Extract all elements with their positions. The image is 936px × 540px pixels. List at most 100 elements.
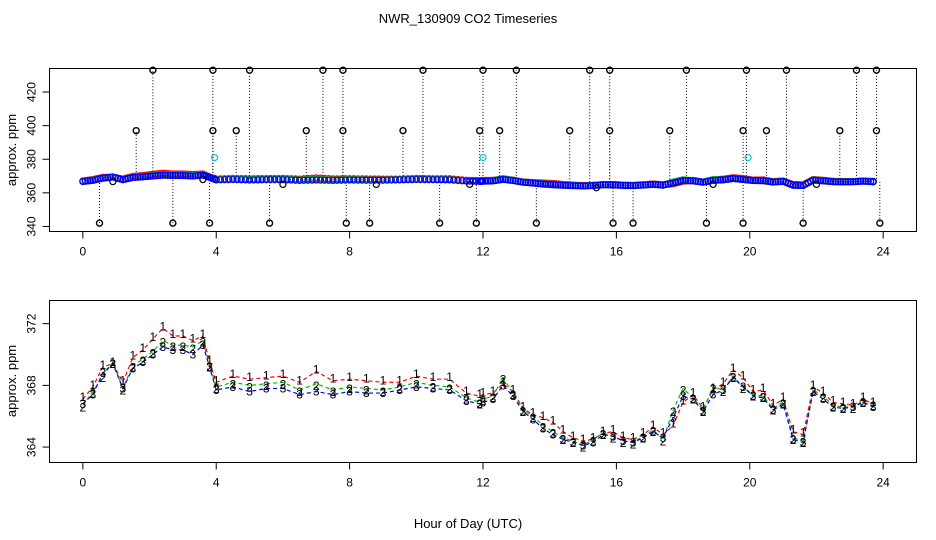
top-point-3 — [759, 177, 767, 185]
top-point-3 — [817, 177, 825, 185]
top-point-3 — [270, 176, 279, 184]
series-point-2: 2 — [720, 385, 727, 399]
top-point-3 — [749, 176, 757, 185]
top-point-3 — [604, 181, 612, 189]
series-point-2: 2 — [700, 405, 707, 419]
series-point-3: 3 — [700, 405, 707, 419]
top-point-3 — [849, 178, 857, 186]
top-point-3 — [599, 181, 607, 189]
top-point-3 — [752, 177, 760, 185]
top-point-3 — [86, 177, 94, 185]
series-point-3: 3 — [730, 371, 737, 385]
series-point-1: 1 — [246, 370, 253, 384]
bottom-y-tick-label: 372 — [25, 313, 39, 333]
top-point-3 — [81, 177, 89, 185]
series-point-3: 3 — [640, 431, 647, 445]
band-black-point — [199, 176, 207, 184]
top-point-3 — [561, 181, 570, 189]
top-point-3 — [571, 182, 580, 190]
series-point-3: 3 — [430, 381, 437, 395]
top-point-3 — [325, 176, 333, 184]
clipped-low-point — [472, 219, 481, 227]
series-point-2: 2 — [730, 371, 737, 385]
series-point-2: 2 — [380, 385, 387, 399]
top-point-3 — [621, 181, 630, 190]
series-point-1: 1 — [740, 369, 747, 383]
top-point-3 — [656, 181, 665, 189]
top-point-3 — [181, 172, 189, 180]
top-point-3 — [481, 177, 490, 185]
clipped-low-point — [265, 219, 274, 227]
band-black-point — [109, 178, 117, 186]
series-point-1: 1 — [476, 387, 483, 401]
series-point-3: 3 — [630, 435, 637, 449]
series-point-2: 2 — [590, 434, 597, 448]
series-point-3: 3 — [80, 397, 87, 411]
top-x-tick-label: 24 — [876, 245, 890, 259]
top-point-3 — [767, 178, 775, 186]
top-point-3 — [844, 178, 852, 186]
top-point-3 — [822, 177, 830, 185]
top-point-3 — [829, 178, 837, 186]
top-point-3 — [161, 171, 169, 179]
clipped-mid-point — [836, 126, 844, 135]
clipped-low-point — [609, 219, 617, 227]
series-point-1: 1 — [710, 381, 717, 395]
top-point-3 — [433, 176, 441, 184]
series-point-2: 2 — [600, 428, 607, 442]
clipped-high-point — [512, 66, 521, 74]
series-point-3: 3 — [190, 348, 197, 362]
series-point-2: 2 — [170, 340, 177, 354]
series-point-2: 2 — [430, 380, 437, 394]
top-point-3 — [191, 172, 199, 180]
top-x-tick-label: 16 — [610, 245, 624, 259]
clipped-high-point — [606, 66, 614, 74]
top-point-3 — [220, 176, 229, 184]
series-point-2: 2 — [770, 404, 777, 418]
top-point-3 — [316, 176, 325, 184]
top-point-3 — [266, 176, 275, 184]
series-point-2: 2 — [570, 436, 577, 450]
top-point-3 — [101, 174, 109, 182]
series-point-1: 1 — [630, 430, 637, 444]
series-point-2: 2 — [690, 393, 697, 407]
series-point-1: 1 — [110, 355, 117, 369]
top-point-3 — [794, 181, 802, 190]
top-panel: 0 4 8 12 16 20 24 340 360 380 400 420 approx. ppm — [4, 66, 917, 259]
top-point-3 — [146, 172, 154, 180]
top-point-3 — [129, 173, 137, 182]
series-point-3: 3 — [500, 378, 507, 392]
series-point-1: 1 — [730, 361, 737, 375]
top-point-3 — [149, 172, 157, 180]
series-point-3: 3 — [413, 380, 420, 394]
band-black-point — [592, 184, 600, 192]
top-point-3 — [416, 176, 425, 184]
bottom-x-tick-label: 8 — [346, 476, 353, 490]
top-point-3 — [862, 177, 870, 185]
top-point-3 — [212, 176, 220, 184]
series-point-2: 2 — [510, 388, 517, 402]
series-point-3: 3 — [820, 392, 827, 406]
top-point-3 — [556, 181, 565, 189]
series-point-3: 3 — [800, 435, 807, 449]
series-point-1: 1 — [480, 386, 487, 400]
bottom-y-tick-label: 364 — [25, 437, 39, 457]
top-point-3 — [362, 176, 370, 184]
series-point-3: 3 — [740, 380, 747, 394]
series-point-1: 1 — [670, 416, 677, 430]
series-line-3 — [82, 344, 874, 447]
series-point-1: 1 — [640, 426, 647, 440]
series-point-3: 3 — [130, 361, 137, 375]
top-point-3 — [184, 172, 192, 180]
series-point-1: 1 — [490, 384, 497, 398]
clipped-high-point — [479, 66, 487, 74]
top-point-3 — [694, 177, 702, 186]
top-point-3 — [809, 176, 817, 184]
top-point-3 — [619, 181, 627, 190]
top-point-3 — [864, 177, 872, 186]
top-point-3 — [308, 176, 316, 184]
top-point-3 — [641, 181, 650, 189]
series-point-3: 3 — [680, 389, 687, 403]
top-point-3 — [287, 176, 295, 184]
